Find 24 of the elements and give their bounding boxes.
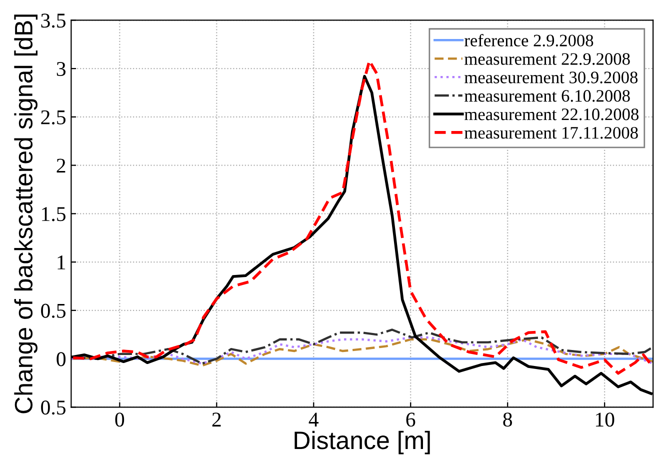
y-tick-label: 2 (56, 158, 66, 173)
y-tick-label: 1.5 (42, 207, 66, 222)
y-tick-label: 3.5 (41, 14, 66, 28)
y-tick-label: 0.5 (41, 400, 66, 415)
y-tick-label: 1 (58, 256, 66, 270)
x-tick-label: 10 (596, 412, 614, 427)
y-tick-label: 2.5 (41, 110, 66, 124)
legend-label: reference 2.9.2008 (464, 34, 594, 46)
y-tick-label: 0 (56, 352, 66, 366)
y-tick-label: 3 (56, 62, 66, 76)
x-tick-label: 8 (503, 412, 512, 427)
legend-label: measurement 22.10.2008 (464, 108, 639, 120)
legend-label: measurement 6.10.2008 (464, 90, 630, 102)
legend-label: measeurement 30.9.2008 (464, 72, 638, 84)
x-tick-label: 6 (406, 412, 416, 427)
line-series (71, 328, 652, 365)
x-tick-label: 2 (212, 412, 221, 426)
y-tick-label: 0.5 (41, 304, 66, 318)
legend-label: measurement 22.9.2008 (464, 53, 630, 65)
x-tick-label: 4 (308, 412, 319, 426)
x-tick-label: 0 (115, 412, 124, 427)
x-axis-title: Distance [m] (294, 430, 430, 454)
legend-label: measurement 17.11.2008 (464, 126, 638, 139)
y-axis-title: Change of backscattered signal [dB] (14, 14, 38, 414)
